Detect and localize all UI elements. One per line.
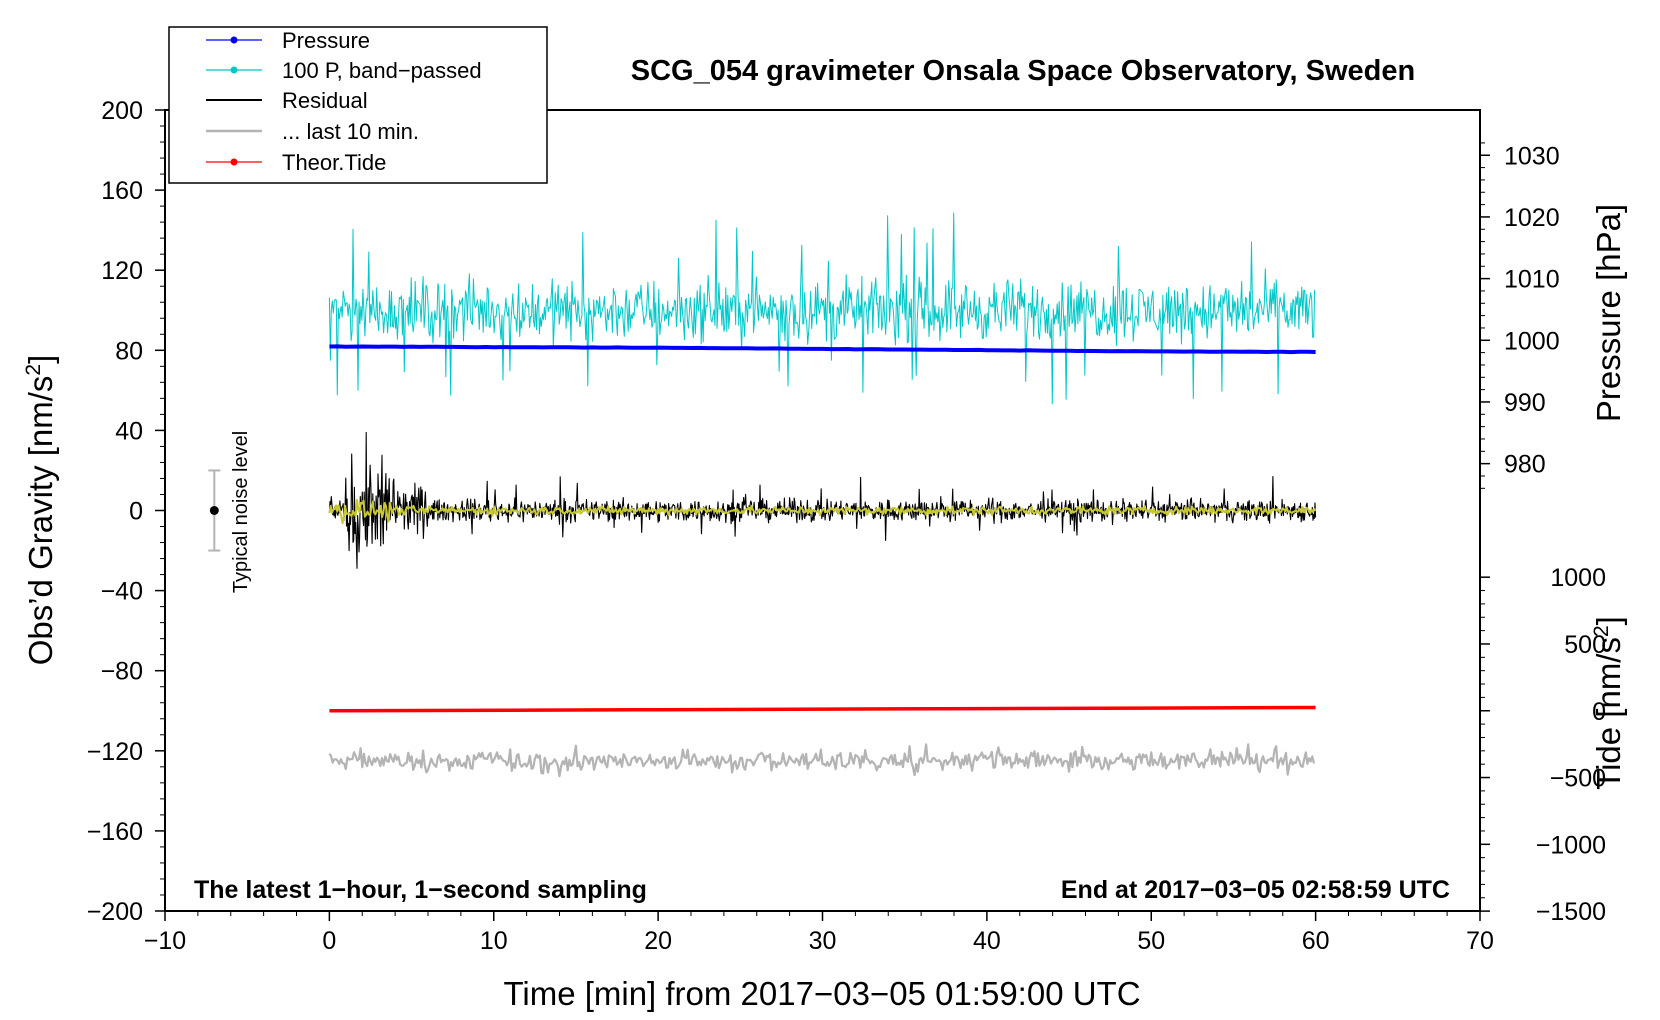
tide-axis-title-close: ] bbox=[1590, 616, 1627, 625]
tide-tick-label: 500 bbox=[1564, 631, 1606, 659]
legend-label-residual: Residual bbox=[282, 88, 368, 113]
pressure-tick-label: 1010 bbox=[1504, 266, 1560, 294]
legend-marker-pressure bbox=[230, 36, 238, 44]
legend-marker-theor-tide bbox=[230, 158, 238, 166]
x-tick-label: 20 bbox=[644, 927, 672, 955]
x-tick-label: 0 bbox=[322, 927, 336, 955]
y-tick-label: −80 bbox=[101, 658, 143, 686]
x-tick-label: 50 bbox=[1137, 927, 1165, 955]
tide-axis-title: Tide [nm/s2] bbox=[1590, 616, 1627, 790]
series-bandpassed-pressure bbox=[328, 212, 1316, 405]
y-axis-title-main: Obs’d Gravity [nm/s bbox=[22, 376, 59, 666]
legend-label-theor-tide: Theor.Tide bbox=[282, 150, 386, 175]
annotation-sampling: The latest 1−hour, 1−second sampling bbox=[194, 876, 647, 904]
pressure-tick-label: 1000 bbox=[1504, 327, 1560, 355]
pressure-tick-label: 990 bbox=[1504, 389, 1546, 417]
tide-axis-title-main: Tide [nm/s bbox=[1590, 637, 1627, 790]
noise-center-dot bbox=[209, 506, 219, 515]
tide-tick-label: −500 bbox=[1550, 765, 1606, 793]
x-tick-label: 10 bbox=[480, 927, 508, 955]
y-tick-label: −160 bbox=[87, 818, 143, 846]
legend-entry-residual: Residual bbox=[206, 88, 368, 113]
legend-entry-bandpassed: 100 P, band−passed bbox=[206, 58, 482, 83]
legend-marker-bandpassed bbox=[230, 66, 238, 74]
tide-tick-label: −1500 bbox=[1536, 898, 1606, 926]
series-last-10-min bbox=[328, 743, 1316, 778]
pressure-axis-title: Pressure [hPa] bbox=[1590, 204, 1627, 422]
annotation-end-time: End at 2017−03−05 02:58:59 UTC bbox=[1061, 876, 1450, 904]
typical-noise-label: Typical noise level bbox=[230, 431, 252, 593]
y-tick-label: 160 bbox=[101, 177, 143, 205]
y-tick-label: −120 bbox=[87, 738, 143, 766]
y-tick-label: 80 bbox=[115, 337, 143, 365]
y-tick-label: 200 bbox=[101, 97, 143, 125]
y-axis-title-exp: 2 bbox=[22, 364, 45, 376]
x-tick-label: 60 bbox=[1302, 927, 1330, 955]
y-tick-label: −200 bbox=[87, 898, 143, 926]
legend-label-pressure: Pressure bbox=[282, 28, 370, 53]
pressure-tick-label: 980 bbox=[1504, 451, 1546, 479]
x-tick-label: −10 bbox=[144, 927, 186, 955]
series-layer bbox=[208, 212, 1317, 778]
pressure-tick-label: 1020 bbox=[1504, 204, 1560, 232]
legend-entry-pressure: Pressure bbox=[206, 28, 370, 53]
tide-tick-label: −1000 bbox=[1536, 831, 1606, 859]
x-tick-label: 30 bbox=[809, 927, 837, 955]
legend-entry-theor-tide: Theor.Tide bbox=[206, 150, 386, 175]
legend-entry-last-10-min: ... last 10 min. bbox=[206, 119, 419, 144]
axis-layer: −10 0 10 20 30 40 50 60 7020016012080400−40−80−1… bbox=[87, 97, 1606, 955]
x-tick-label: 40 bbox=[973, 927, 1001, 955]
legend-box bbox=[168, 26, 548, 184]
series-filtered-residual bbox=[328, 498, 1317, 525]
series-theor-tide bbox=[329, 705, 1316, 713]
y-tick-label: 40 bbox=[115, 417, 143, 445]
series-pressure bbox=[329, 344, 1316, 355]
y-tick-label: 120 bbox=[101, 257, 143, 285]
y-tick-label: 0 bbox=[129, 498, 143, 526]
legend-label-bandpassed: 100 P, band−passed bbox=[282, 58, 482, 83]
y-axis-title: Obs’d Gravity [nm/s2] bbox=[22, 355, 59, 666]
legend: Pressure 100 P, band−passed Residual ...… bbox=[168, 26, 548, 184]
y-axis-title-close: ] bbox=[22, 355, 59, 364]
tide-axis-title-exp: 2 bbox=[1590, 625, 1613, 637]
y-tick-label: −40 bbox=[101, 578, 143, 606]
chart-title: SCG_054 gravimeter Onsala Space Observat… bbox=[631, 55, 1415, 87]
tide-tick-label: 0 bbox=[1592, 698, 1606, 726]
x-axis-title: Time [min] from 2017−03−05 01:59:00 UTC bbox=[503, 975, 1140, 1012]
x-tick-label: 70 bbox=[1466, 927, 1494, 955]
legend-label-last-10-min: ... last 10 min. bbox=[282, 119, 419, 144]
pressure-tick-label: 1030 bbox=[1504, 142, 1560, 170]
tide-tick-label: 1000 bbox=[1550, 564, 1606, 592]
